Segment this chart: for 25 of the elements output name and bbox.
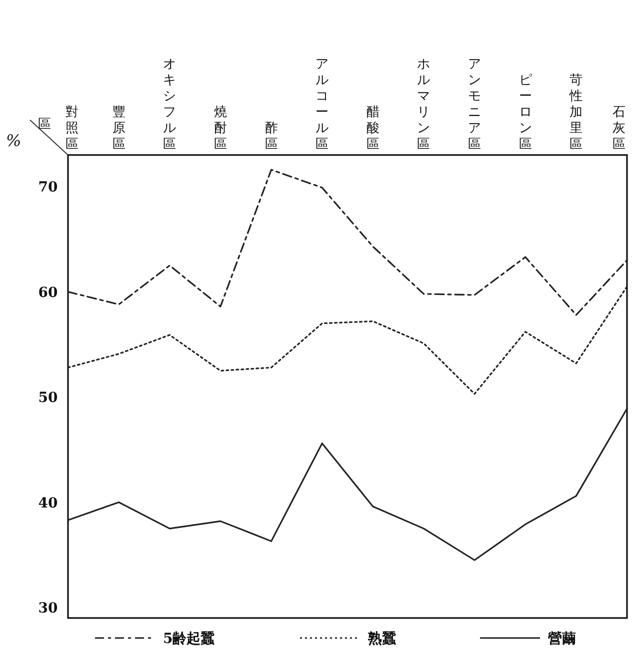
x-axis-title: 區 <box>38 117 51 132</box>
legend-label: 5齢起蠶 <box>163 631 216 647</box>
y-tick-label: 70 <box>38 180 58 196</box>
x-tick-label: オキシフル區 <box>163 57 176 152</box>
y-tick-label: 50 <box>38 390 58 406</box>
legend-label: 熟蠶 <box>367 630 397 647</box>
line-series <box>67 408 628 561</box>
x-tick-label: 酢區 <box>264 121 278 152</box>
x-tick-label: 對照區 <box>66 105 78 152</box>
y-tick-label: 60 <box>38 284 58 301</box>
x-tick-label: 醋酸區 <box>366 105 380 152</box>
x-tick-label: 燒酎區 <box>214 105 227 152</box>
x-tick-label: 苛性加里區 <box>568 73 583 152</box>
x-tick-label: 豐原區 <box>112 105 126 152</box>
x-tick-label: ピーロン區 <box>518 73 532 152</box>
y-tick-label: 30 <box>38 600 58 616</box>
x-tick-label: アルコール區 <box>316 57 329 152</box>
legend-label: 營繭 <box>548 631 576 647</box>
y-axis-title: % <box>6 131 22 150</box>
line-series <box>67 168 628 316</box>
x-tick-label: ホルマリン區 <box>417 57 430 152</box>
x-tick-label: アンモニア區 <box>468 57 482 152</box>
x-tick-label: 石灰區 <box>612 105 626 152</box>
y-tick-label: 40 <box>38 495 58 512</box>
line-series <box>67 286 628 395</box>
